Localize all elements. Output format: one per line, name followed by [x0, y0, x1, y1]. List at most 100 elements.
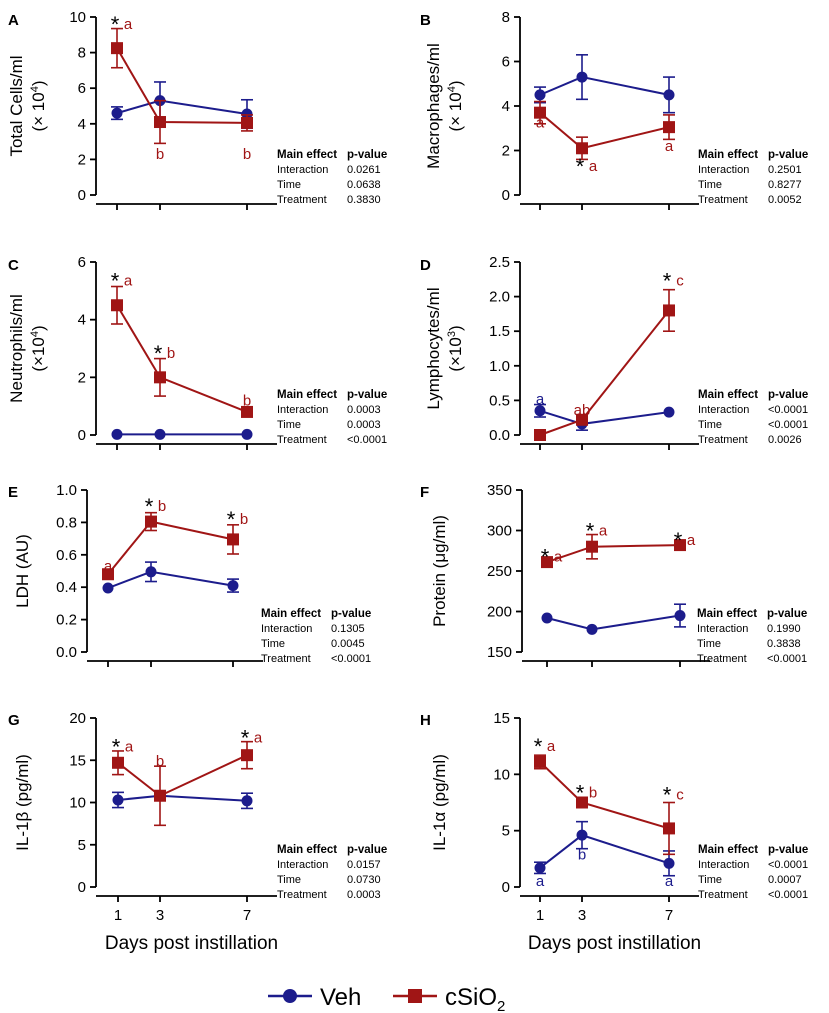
significance-star: *	[154, 341, 163, 366]
legend-sio2-label: cSiO2	[445, 984, 505, 1013]
y-tick-label: 0.5	[489, 392, 510, 409]
data-point	[534, 862, 546, 874]
group-letter: a	[547, 738, 556, 755]
panel-letter: F	[420, 484, 429, 501]
series-line	[546, 614, 681, 631]
group-letter: c	[676, 273, 684, 290]
significance-star: *	[241, 725, 250, 750]
y-tick-label: 4	[502, 98, 510, 115]
panel-H: H 0 5 10 15 1 3 7 Days post instillation IL-1α (p…	[420, 710, 808, 954]
stats-p: 0.0045	[331, 638, 365, 650]
y-tick-label: 0.0	[489, 427, 510, 444]
stats-header-p: p-value	[347, 844, 387, 856]
y-axis-label: Neutrophils/ml	[7, 294, 26, 403]
y-tick-label: 6	[502, 54, 510, 71]
significance-star: *	[663, 269, 672, 294]
y-tick-label: 0	[502, 879, 510, 896]
stats-effect: Interaction	[277, 859, 328, 871]
data-point	[663, 89, 675, 101]
group-letter: c	[676, 787, 684, 804]
y-tick-label: 0.6	[56, 547, 77, 564]
series-line	[539, 761, 670, 830]
y-tick-label: 0.0	[56, 644, 77, 661]
y-tick-label: 0	[78, 879, 86, 896]
y-tick-label: 250	[487, 563, 512, 580]
series-line	[116, 99, 248, 115]
y-tick-label: 4	[78, 116, 86, 133]
y-axis-unit: (×103)	[446, 325, 465, 371]
y-axis-label: IL-1α (pg/ml)	[430, 754, 449, 851]
y-tick-label: 20	[69, 710, 86, 727]
data-point	[227, 533, 239, 546]
stats-p: 0.0157	[347, 859, 381, 871]
y-tick-label: 8	[502, 9, 510, 26]
stats-effect: Time	[697, 638, 721, 650]
series-line	[117, 794, 248, 802]
group-letter: a	[536, 391, 545, 408]
stats-header-p: p-value	[767, 608, 807, 620]
stats-effect: Treatment	[698, 434, 748, 446]
stats-p: 0.0003	[347, 404, 381, 416]
stats-effect: Interaction	[277, 404, 328, 416]
legend-sio2-marker	[408, 989, 422, 1003]
y-axis-label: IL-1β (pg/ml)	[13, 754, 32, 851]
stats-p: <0.0001	[768, 859, 808, 871]
y-tick-label: 1.5	[489, 323, 510, 340]
panel-letter: D	[420, 257, 431, 274]
stats-p: 0.0261	[347, 164, 381, 176]
group-letter: a	[124, 16, 133, 33]
group-letter: a	[554, 548, 563, 565]
stats-p: 0.8277	[768, 179, 802, 191]
data-point	[241, 108, 253, 120]
stats-table: Main effect p-value Interaction <0.0001 Time…	[698, 389, 808, 446]
stats-effect: Interaction	[697, 623, 748, 635]
series-line	[107, 520, 234, 575]
legend-veh-marker	[283, 989, 297, 1003]
stats-effect: Time	[277, 179, 301, 191]
y-tick-label: 2	[78, 369, 86, 386]
stats-p: 0.0003	[347, 889, 381, 901]
data-point	[154, 371, 166, 384]
group-letter: b	[243, 392, 251, 409]
group-letter: b	[240, 511, 248, 528]
stats-p: 0.0052	[768, 194, 802, 206]
data-point	[154, 116, 166, 129]
y-tick-label: 15	[493, 710, 510, 727]
y-tick-label: 300	[487, 523, 512, 540]
data-point	[663, 857, 675, 869]
x-tick-label: 1	[114, 907, 122, 924]
significance-star: *	[145, 494, 154, 519]
series-csio2	[541, 533, 686, 569]
series-csio2	[111, 285, 253, 418]
data-point	[112, 756, 124, 769]
y-tick-label: 6	[78, 80, 86, 97]
x-tick-label: 7	[243, 907, 251, 924]
stats-header-effect: Main effect	[698, 844, 758, 856]
stats-table: Main effect p-value Interaction 0.0261 Time 0…	[277, 149, 387, 206]
stats-header-p: p-value	[331, 608, 371, 620]
series-veh	[534, 54, 675, 114]
group-letter: a	[589, 158, 598, 175]
y-tick-label: 6	[78, 254, 86, 271]
stats-p: 0.3830	[347, 194, 381, 206]
stats-effect: Time	[698, 874, 722, 886]
y-axis-label: Total Cells/ml	[7, 55, 26, 156]
stats-table: Main effect p-value Interaction <0.0001 Time…	[698, 844, 808, 901]
series-csio2	[111, 27, 253, 145]
significance-star: *	[576, 780, 585, 805]
stats-table: Main effect p-value Interaction 0.1990 Time 0…	[697, 608, 807, 665]
data-point	[674, 610, 686, 622]
group-letter: a	[599, 523, 608, 540]
series-csio2	[534, 100, 675, 161]
panel-letter: H	[420, 712, 431, 729]
data-point	[111, 428, 123, 440]
significance-star: *	[227, 507, 236, 532]
stats-p: 0.0003	[347, 419, 381, 431]
data-point	[145, 566, 157, 578]
stats-effect: Treatment	[277, 194, 327, 206]
data-point	[674, 539, 686, 552]
y-tick-label: 200	[487, 604, 512, 621]
stats-p: 0.1305	[331, 623, 365, 635]
